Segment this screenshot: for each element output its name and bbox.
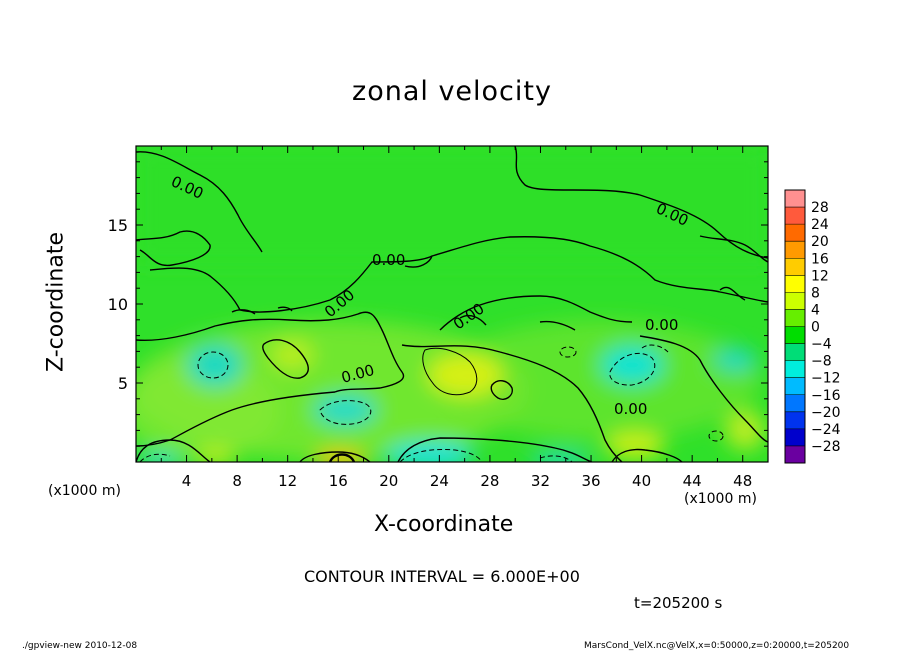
colorbar-label: −16 — [811, 388, 841, 404]
colorbar-label: 16 — [811, 251, 829, 267]
contour-interval-text: CONTOUR INTERVAL = 6.000E+00 — [304, 567, 580, 586]
time-label: t=205200 s — [634, 594, 723, 612]
x-axis-label-text: X-coordinate — [374, 512, 514, 537]
colorbar-label: −24 — [811, 422, 841, 438]
contour-lines — [136, 146, 768, 462]
y-tick-label: 5 — [118, 374, 128, 393]
colorbar-label: 4 — [811, 302, 820, 318]
colorbar-label: 28 — [811, 200, 829, 216]
contour-label: 0.00 — [645, 316, 678, 334]
colorbar-segment — [785, 309, 805, 327]
colorbar-segment — [785, 428, 805, 447]
colorbar-label: −12 — [811, 371, 841, 387]
x-unit-label-right: (x1000 m) — [684, 491, 757, 507]
y-tick-label: 10 — [108, 295, 128, 314]
colorbar-label: −28 — [811, 439, 841, 455]
x-tick-label: 24 — [430, 472, 449, 490]
colorbar-label: −20 — [811, 405, 841, 421]
colorbar-segment — [785, 275, 805, 293]
heatmap-field — [136, 146, 768, 462]
contour-label: 0.00 — [372, 251, 405, 269]
colorbar-label: 8 — [811, 285, 820, 301]
x-tick-label: 8 — [232, 472, 242, 490]
x-tick-label: 48 — [733, 472, 752, 490]
x-tick-label: 36 — [581, 472, 600, 490]
x-unit-label-left: (x1000 m) — [48, 483, 121, 499]
negative-contours — [139, 344, 724, 462]
contour-label: 0.00 — [614, 400, 647, 418]
x-tick-label: 28 — [480, 472, 499, 490]
x-tick-label: 44 — [683, 472, 702, 490]
colorbar-label: 12 — [811, 268, 829, 284]
colorbar-segment — [785, 224, 805, 242]
x-tick-label: 32 — [531, 472, 550, 490]
colorbar-segment — [785, 190, 805, 208]
chart-title: zonal velocity — [352, 76, 552, 107]
colorbar-segment — [785, 241, 805, 259]
colorbar-segment — [785, 343, 805, 362]
colorbar-label: 24 — [811, 217, 829, 233]
y-axis-label: Z-coordinate — [43, 232, 69, 372]
y-tick-label: 15 — [108, 216, 128, 235]
x-tick-label: 4 — [182, 472, 192, 490]
colorbar-segment — [785, 258, 805, 276]
x-axis: 4 8 12 16 20 24 28 32 36 40 44 48 — [160, 146, 752, 490]
x-tick-label: 12 — [278, 472, 297, 490]
y-axis: 5 10 15 — [108, 161, 768, 447]
colorbar-label: 20 — [811, 234, 829, 250]
x-tick-label: 20 — [379, 472, 398, 490]
colorbar-segment — [785, 292, 805, 310]
colorbar-label: −4 — [811, 337, 832, 353]
colorbar-segment — [785, 360, 805, 379]
colorbar-label: −8 — [811, 354, 832, 370]
colorbar-segment — [785, 377, 805, 396]
x-tick-label: 40 — [632, 472, 651, 490]
colorbar-segment — [785, 445, 805, 464]
colorbar-label: 0 — [811, 320, 820, 336]
colorbar-segment — [785, 207, 805, 225]
colorbar-segment — [785, 411, 805, 430]
footer-right: MarsCond_VelX.nc@VelX,x=0:50000,z=0:2000… — [584, 641, 850, 651]
x-tick-label: 16 — [329, 472, 348, 490]
footer-left: ./gpview-new 2010-12-08 — [22, 641, 138, 651]
colorbar-segment — [785, 326, 805, 345]
colorbar-segment — [785, 394, 805, 413]
